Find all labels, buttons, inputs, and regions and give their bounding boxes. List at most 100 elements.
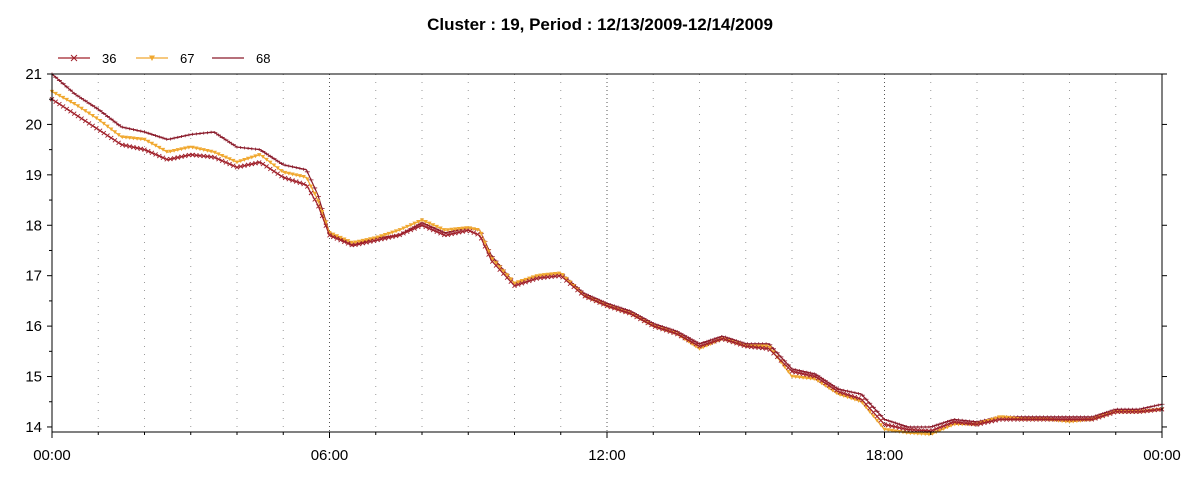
marker-36 — [378, 236, 384, 242]
marker-36 — [264, 164, 269, 169]
marker-67 — [893, 429, 898, 434]
marker-68 — [108, 117, 114, 121]
marker-68 — [833, 386, 839, 390]
marker-68 — [930, 424, 936, 428]
marker-36 — [160, 155, 166, 161]
marker-36 — [671, 330, 676, 336]
marker-67 — [153, 143, 158, 148]
marker-36 — [1044, 417, 1050, 422]
marker-68 — [771, 347, 776, 351]
marker-68 — [86, 101, 92, 105]
marker-36 — [279, 173, 284, 179]
marker-36 — [871, 410, 876, 415]
marker-68 — [153, 134, 159, 138]
marker-68 — [685, 336, 691, 340]
marker-36 — [86, 121, 92, 126]
marker-68 — [138, 129, 144, 133]
marker-67 — [345, 239, 351, 243]
marker-36 — [808, 373, 813, 378]
marker-36 — [582, 293, 588, 299]
marker-67 — [560, 273, 565, 277]
marker-36 — [1137, 409, 1143, 415]
marker-36 — [1011, 417, 1017, 422]
marker-68 — [119, 125, 125, 129]
marker-36 — [197, 153, 203, 159]
marker-36 — [530, 277, 536, 283]
marker-68 — [312, 186, 318, 190]
marker-36 — [193, 152, 199, 158]
marker-68 — [708, 338, 714, 342]
axes: 14 15 16 17 18 19 20 21 00:00 06:00 12:00 18:00 00:0… — [25, 66, 1180, 464]
marker-36 — [75, 113, 81, 119]
marker-67 — [767, 345, 772, 350]
marker-36 — [82, 118, 88, 124]
marker-67 — [408, 223, 414, 228]
marker-36 — [800, 371, 806, 377]
marker-36 — [797, 370, 802, 376]
marker-36 — [745, 344, 750, 349]
series-line-67 — [51, 91, 1163, 436]
marker-67 — [479, 231, 484, 236]
x-tick-label: 00:00 — [1143, 447, 1181, 464]
marker-36 — [575, 287, 580, 293]
marker-67 — [423, 220, 428, 224]
marker-36 — [460, 229, 466, 234]
marker-36 — [64, 106, 70, 112]
marker-36 — [242, 163, 247, 168]
marker-67 — [164, 149, 169, 154]
marker-68 — [848, 390, 854, 394]
marker-67 — [297, 174, 303, 178]
marker-68 — [212, 131, 218, 135]
marker-36 — [626, 310, 632, 316]
marker-68 — [697, 342, 702, 346]
series-line-36 — [51, 98, 1163, 432]
marker-36 — [408, 227, 414, 233]
marker-68 — [68, 88, 73, 92]
marker-67 — [937, 428, 943, 433]
marker-36 — [989, 418, 995, 424]
marker-36 — [1141, 409, 1146, 414]
marker-67 — [930, 431, 935, 436]
marker-68 — [275, 159, 281, 163]
marker-67 — [294, 173, 299, 178]
marker-67 — [227, 157, 232, 162]
marker-68 — [175, 135, 181, 139]
marker-36 — [667, 329, 673, 334]
marker-67 — [419, 218, 425, 223]
marker-68 — [182, 134, 188, 138]
marker-67 — [501, 269, 506, 274]
y-tick-label: 21 — [25, 66, 42, 83]
marker-68 — [789, 367, 795, 371]
marker-36 — [563, 278, 569, 283]
marker-36 — [652, 324, 658, 330]
marker-36 — [464, 228, 469, 234]
marker-36 — [501, 271, 506, 276]
y-tick-label: 18 — [25, 217, 42, 234]
marker-36 — [837, 389, 843, 395]
marker-36 — [956, 420, 961, 425]
marker-36 — [1007, 417, 1013, 422]
marker-36 — [1033, 417, 1039, 422]
marker-36 — [201, 153, 207, 159]
marker-36 — [353, 242, 358, 248]
y-tick-label: 15 — [25, 369, 42, 386]
marker-36 — [1030, 417, 1035, 422]
marker-36 — [752, 344, 758, 350]
marker-36 — [349, 242, 355, 248]
marker-36 — [804, 372, 810, 378]
marker-68 — [678, 332, 684, 336]
marker-67 — [60, 95, 66, 100]
marker-67 — [989, 417, 994, 422]
marker-36 — [1063, 417, 1069, 422]
marker-68 — [79, 96, 85, 100]
marker-36 — [308, 190, 314, 196]
marker-36 — [456, 230, 462, 235]
marker-67 — [138, 137, 143, 142]
marker-67 — [75, 104, 81, 109]
marker-36 — [1130, 409, 1135, 415]
marker-36 — [112, 138, 118, 143]
marker-36 — [419, 222, 425, 228]
y-tick-label: 14 — [25, 419, 42, 436]
marker-68 — [160, 136, 166, 140]
marker-68 — [123, 126, 129, 130]
